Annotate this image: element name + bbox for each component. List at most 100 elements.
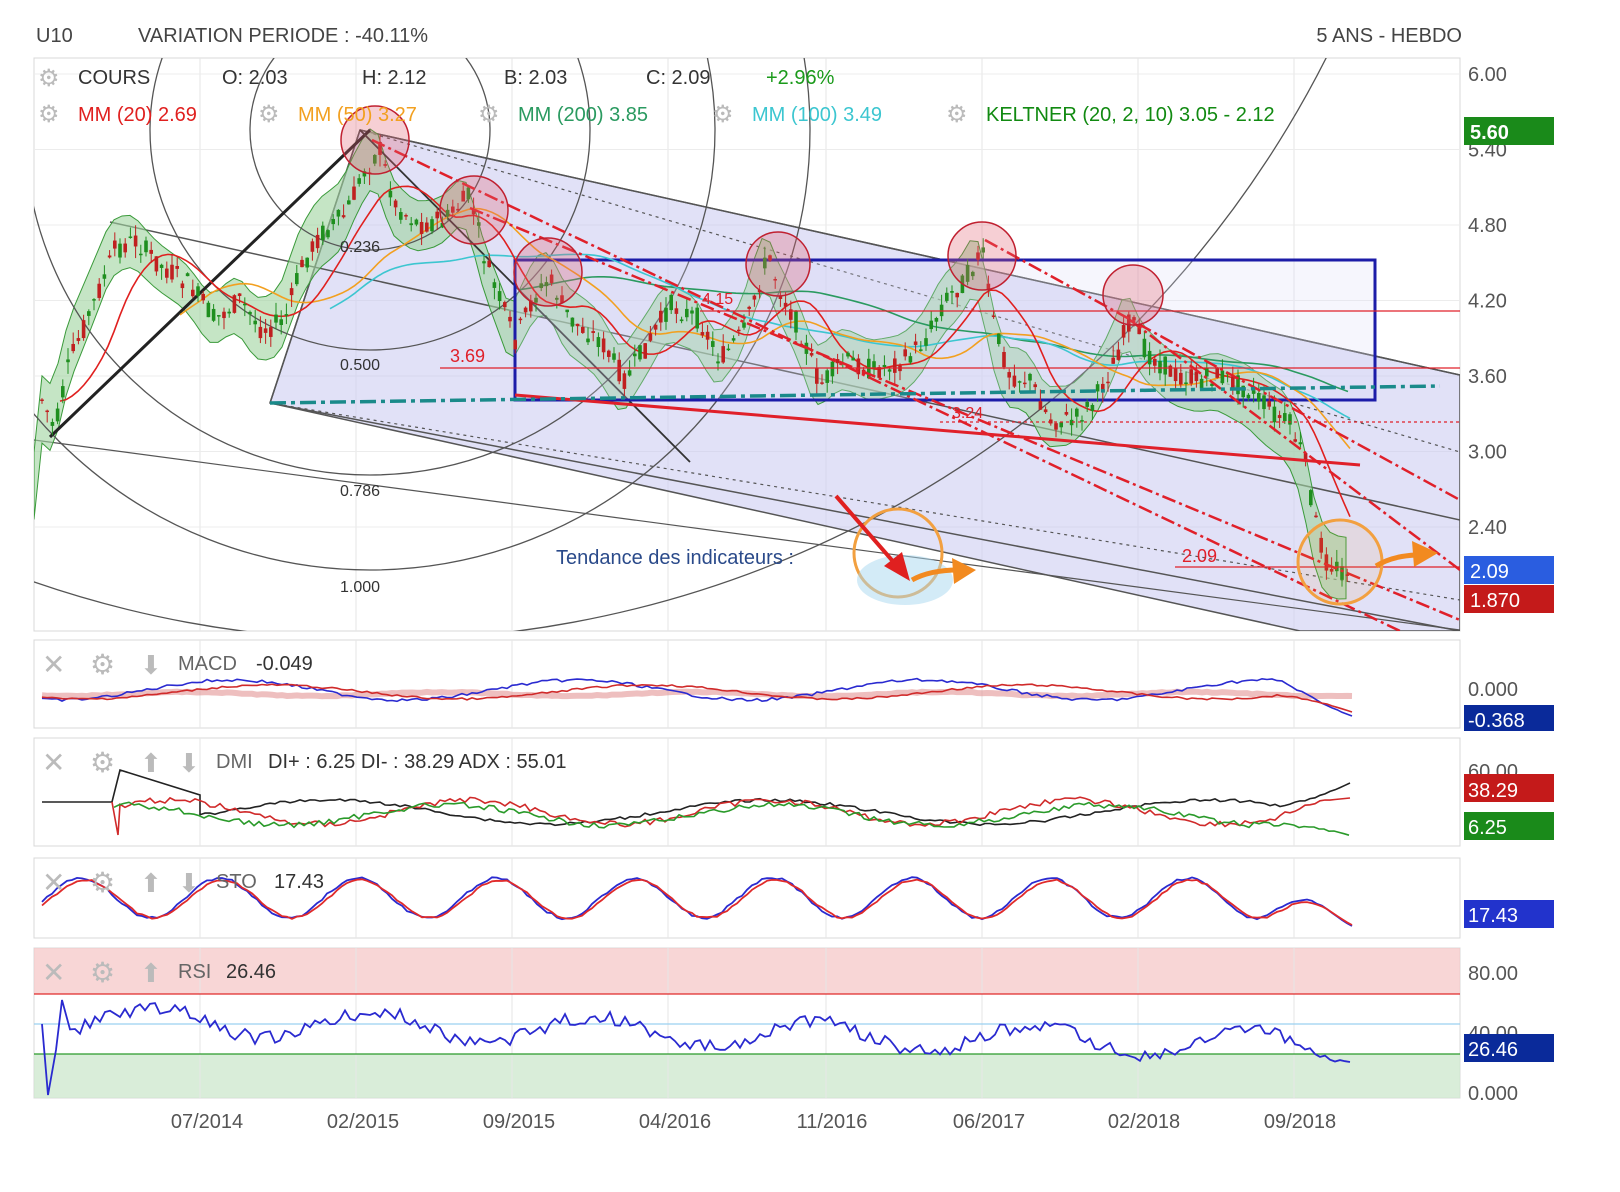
macd-badge-value: -0.368 (1468, 710, 1525, 732)
candle-body (419, 221, 424, 234)
candle-body (893, 358, 897, 373)
candle-body (679, 319, 684, 322)
candle-body (653, 324, 658, 330)
gear-icon[interactable]: ⚙ (90, 649, 115, 680)
macd-panel: ✕ ⚙ ⬇ MACD -0.049 0.000 -0.368 (33, 639, 1554, 732)
legend-item: MM (20) 2.69 (78, 104, 197, 126)
candle-body (924, 338, 928, 346)
arrow-down-icon[interactable]: ⬇ (178, 748, 200, 778)
arrow-up-icon[interactable]: ⬆ (140, 958, 162, 988)
candle-body (622, 373, 627, 389)
candle-body (118, 243, 122, 258)
candle-body (1324, 554, 1329, 571)
peak-markers (340, 105, 1164, 326)
candle-body (991, 315, 996, 318)
legend-item: O: 2.03 (222, 67, 288, 89)
arrow-down-icon[interactable]: ⬇ (178, 868, 200, 898)
gear-icon[interactable]: ⚙ (90, 957, 115, 988)
candle-body (825, 370, 829, 383)
macd-badge (1464, 705, 1554, 731)
candle-body (269, 327, 273, 337)
candle-body (1319, 537, 1323, 553)
candle-body (1147, 350, 1152, 365)
candle-body (373, 154, 377, 164)
candle-body (529, 300, 533, 312)
candle-body (482, 261, 486, 264)
gear-icon[interactable]: ⚙ (38, 65, 60, 92)
low-badge (1464, 585, 1554, 613)
arrow-up-icon[interactable]: ⬆ (140, 748, 162, 778)
dotted-trendline-2 (269, 402, 1460, 601)
candle-body (326, 230, 330, 238)
candle-body (206, 302, 211, 318)
candle-body (149, 249, 153, 254)
candle-body (1303, 453, 1308, 461)
candle-body (648, 333, 653, 341)
x-tick-label: 07/2014 (171, 1111, 243, 1133)
sto-panel: ✕ ⚙ ⬆ ⬇ STO 17.43 17.43 (33, 857, 1554, 939)
candle-body (1345, 574, 1349, 576)
candle-body (903, 349, 907, 357)
close-icon[interactable]: ✕ (42, 867, 65, 898)
gear-icon[interactable]: ⚙ (946, 101, 968, 128)
candle-body (773, 279, 777, 281)
x-tick-label: 02/2015 (327, 1111, 399, 1133)
candle-body (321, 225, 325, 241)
candle-body (659, 310, 663, 323)
gear-icon[interactable]: ⚙ (90, 867, 115, 898)
fib-label-500: 0.500 (340, 357, 380, 374)
candle-body (575, 323, 580, 327)
candle-body (258, 326, 263, 339)
candle-body (929, 320, 933, 330)
candle-body (107, 255, 112, 258)
candle-body (274, 314, 278, 323)
price-panel: 0.236 0.500 0.786 1.000 4.15 3.69 3.24 2… (33, 57, 1554, 632)
rsi-panel: ✕ ⚙ ⬆ RSI 26.46 80.00 40.00 0.000 26.46 (33, 947, 1554, 1105)
close-icon[interactable]: ✕ (42, 649, 65, 680)
candle-body (336, 209, 341, 217)
fib-arc-500 (149, 58, 591, 351)
sto-plot (41, 876, 1353, 927)
macd-grid (199, 640, 1295, 728)
gear-icon[interactable]: ⚙ (38, 101, 60, 128)
candle-body (763, 257, 767, 269)
candle-body (383, 164, 387, 166)
close-icon[interactable]: ✕ (42, 747, 65, 778)
close-icon[interactable]: ✕ (42, 957, 65, 988)
sto-controls: ✕ ⚙ ⬆ ⬇ (42, 867, 200, 898)
candle-body (1017, 381, 1022, 383)
rsi-overbought-zone (34, 948, 1460, 994)
candle-body (92, 299, 96, 301)
legend-row-cours: ⚙ COURS O: 2.03 H: 2.12 B: 2.03 C: 2.09 +2.96% (38, 65, 835, 92)
candle-body (1179, 372, 1183, 385)
legend-item: KELTNER (20, 2, 10) 3.05 - 2.12 (986, 104, 1275, 126)
candle-body (742, 322, 746, 328)
gear-icon[interactable]: ⚙ (712, 101, 734, 128)
legend-item: H: 2.12 (362, 67, 426, 89)
candle-body (1153, 358, 1157, 366)
candle-body (1262, 395, 1266, 410)
candle-body (1283, 413, 1287, 422)
candle-body (1007, 372, 1011, 378)
legend-item: +2.96% (766, 67, 835, 89)
arrow-up-icon[interactable]: ⬆ (140, 868, 162, 898)
high-badge (1464, 117, 1554, 145)
arrow-down-icon[interactable]: ⬇ (140, 650, 162, 680)
candle-body (716, 361, 720, 364)
candle-body (180, 283, 185, 289)
candle-body (887, 369, 892, 372)
candle-body (633, 353, 637, 357)
candle-body (872, 361, 876, 368)
gear-icon[interactable]: ⚙ (90, 747, 115, 778)
candle-body (705, 331, 710, 340)
candle-body (607, 350, 611, 357)
candle-body (1168, 365, 1173, 377)
candle-body (1002, 351, 1006, 368)
gear-icon[interactable]: ⚙ (478, 101, 500, 128)
candle-body (539, 283, 543, 289)
candle-body (1189, 369, 1193, 384)
candle-body (222, 311, 226, 319)
gear-icon[interactable]: ⚙ (258, 101, 280, 128)
sto-badge-value: 17.43 (1468, 905, 1518, 927)
macd-title: MACD (178, 653, 237, 675)
